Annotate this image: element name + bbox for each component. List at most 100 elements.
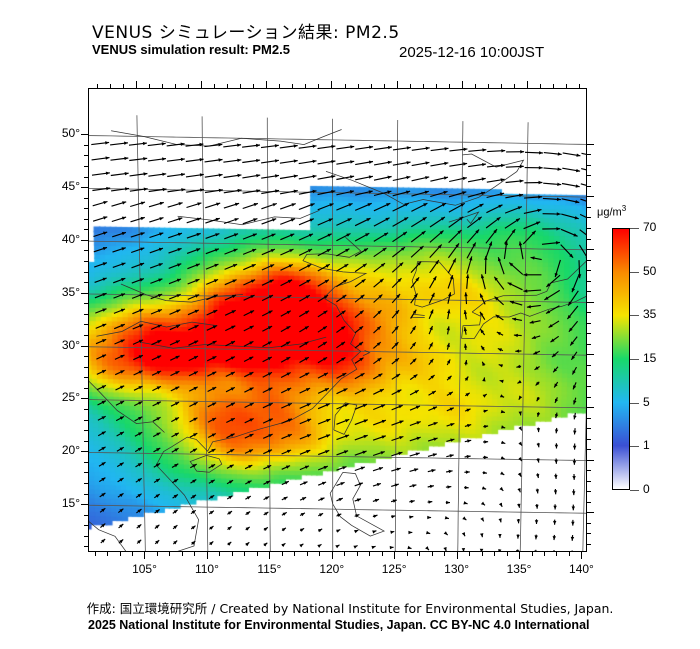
wind-vector: [409, 421, 421, 427]
ytick-right-46: [587, 185, 591, 187]
wind-vector: [299, 356, 310, 364]
wind-vector: [534, 549, 538, 551]
wind-vector: [243, 356, 254, 363]
wind-vector: [186, 188, 205, 193]
wind-vector: [166, 142, 185, 147]
wind-vector: [580, 198, 586, 202]
wind-vector: [561, 213, 579, 220]
wind-vector: [205, 278, 219, 285]
wind-vector: [580, 183, 586, 186]
xtick-122: [356, 552, 358, 556]
wind-vector: [429, 216, 446, 228]
wind-vector: [336, 190, 355, 196]
wind-vector: [225, 340, 236, 347]
wind-vector: [206, 325, 218, 331]
wind-vector: [505, 193, 524, 199]
wind-vector: [261, 218, 277, 225]
wind-vector: [92, 200, 108, 207]
wind-vector: [392, 231, 408, 243]
wind-vector: [534, 534, 538, 540]
wind-vector: [427, 484, 435, 489]
xtick-label-120: 120°: [319, 562, 345, 576]
wind-vector: [572, 443, 577, 450]
wind-vector: [409, 484, 417, 488]
wind-vector: [167, 202, 183, 208]
wind-vector: [448, 229, 462, 244]
wind-vector: [391, 325, 399, 334]
coastline-14: [141, 336, 327, 349]
xtick-116: [281, 552, 283, 556]
wind-vector: [555, 412, 559, 419]
ytick-right-49: [587, 154, 591, 156]
wind-vector: [167, 188, 186, 193]
wind-vector: [208, 494, 215, 500]
wind-vector: [447, 243, 460, 259]
wind-vector: [373, 294, 383, 303]
wind-vector: [153, 493, 161, 499]
wind-vector: [430, 176, 449, 182]
wind-vector: [480, 501, 486, 506]
wind-vector: [485, 216, 501, 229]
wind-vector: [205, 233, 220, 239]
wind-vector: [225, 402, 236, 408]
wind-vector: [504, 218, 521, 229]
wind-vector: [114, 354, 125, 360]
ytick-right-20: [587, 459, 594, 461]
ytick-30: [81, 345, 88, 347]
ytick-right-30: [587, 354, 594, 356]
wind-vector: [204, 173, 223, 178]
xtick-120: [331, 552, 333, 559]
wind-vector: [206, 294, 218, 301]
wind-vector: [573, 412, 577, 420]
wind-vector: [208, 479, 215, 484]
wind-vector: [189, 401, 198, 408]
wind-vector: [298, 159, 317, 165]
ytick-right-26: [587, 396, 591, 398]
wind-vector: [391, 357, 400, 365]
wind-vector: [154, 539, 160, 545]
wind-vector: [226, 433, 235, 439]
wind-vector: [526, 304, 541, 309]
wind-vector: [243, 340, 254, 347]
xtick-126: [406, 552, 408, 556]
wind-vector: [186, 202, 202, 209]
wind-vector: [280, 263, 294, 271]
xtick-top-119: [318, 84, 320, 88]
wind-vector: [409, 452, 420, 457]
wind-vector: [355, 190, 373, 196]
xtick-101: [94, 552, 96, 556]
wind-vector: [479, 311, 486, 320]
wind-vector: [224, 309, 236, 316]
wind-vector: [571, 519, 575, 526]
wind-vector: [298, 218, 315, 226]
wind-vector: [374, 145, 392, 151]
wind-vector: [581, 168, 586, 171]
wind-vector: [281, 542, 286, 547]
wind-vector: [206, 340, 217, 347]
wind-vector: [130, 232, 145, 238]
wind-vector: [170, 370, 180, 377]
ytick-right-13: [587, 533, 591, 535]
wind-vector: [336, 357, 346, 364]
colorbar-tick-label-15: 15: [643, 351, 657, 365]
wind-vector: [242, 218, 258, 225]
wind-vector: [280, 371, 291, 379]
wind-vector: [448, 202, 465, 213]
wind-vector: [554, 397, 559, 404]
ytick-right-33: [587, 322, 591, 324]
wind-vector: [372, 435, 386, 441]
wind-vector: [151, 339, 162, 346]
ytick-right-22: [587, 438, 591, 440]
ytick-27: [84, 377, 88, 379]
ytick-right-14: [587, 522, 591, 524]
wind-vector: [153, 462, 161, 468]
ytick-32: [84, 324, 88, 326]
wind-vector: [336, 248, 350, 257]
wind-vector: [110, 172, 129, 177]
xtick-128: [431, 552, 433, 556]
wind-vector: [224, 279, 237, 286]
wind-vector: [373, 232, 389, 242]
credit-line: 作成: 国立環境研究所 / Created by National Instit…: [86, 601, 614, 616]
wind-vector: [149, 232, 164, 239]
wind-vector: [445, 485, 452, 489]
